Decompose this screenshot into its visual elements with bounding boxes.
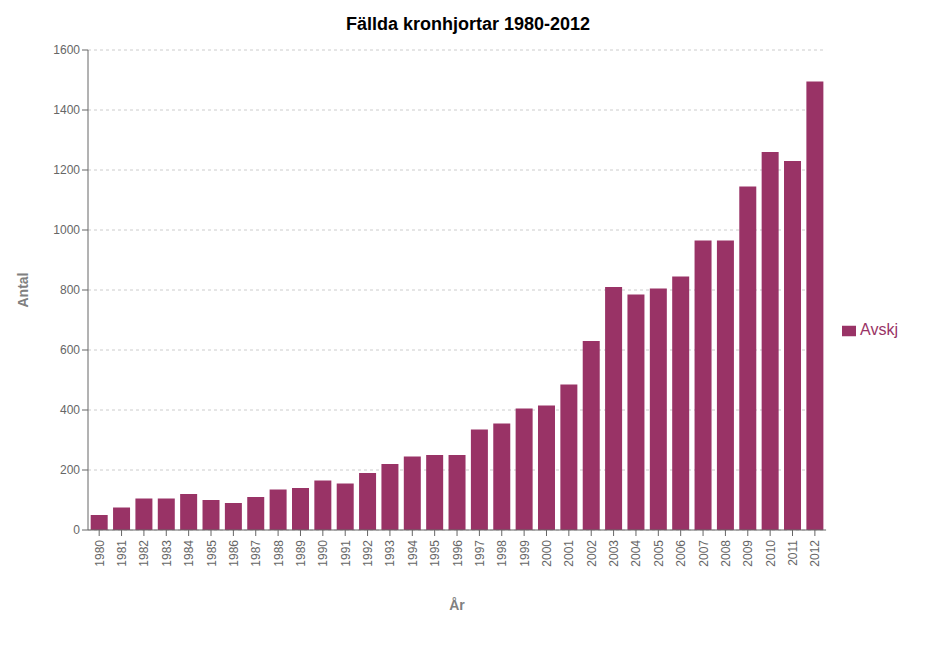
- svg-text:200: 200: [60, 463, 80, 477]
- svg-text:1989: 1989: [294, 540, 308, 567]
- svg-text:2004: 2004: [629, 540, 643, 567]
- svg-text:1000: 1000: [53, 223, 80, 237]
- svg-text:1990: 1990: [316, 540, 330, 567]
- svg-text:1994: 1994: [406, 540, 420, 567]
- html-text:Avskj: Avskj: [860, 321, 898, 338]
- svg-text:1987: 1987: [249, 540, 263, 567]
- svg-text:Antal: Antal: [15, 273, 31, 308]
- svg-text:2011: 2011: [786, 540, 800, 566]
- svg-text:1999: 1999: [518, 540, 532, 567]
- svg-text:1985: 1985: [205, 540, 219, 567]
- svg-text:1988: 1988: [272, 540, 286, 567]
- svg-text:0: 0: [73, 523, 80, 537]
- svg-text:2009: 2009: [741, 540, 755, 567]
- svg-text:1983: 1983: [160, 540, 174, 567]
- svg-text:2010: 2010: [764, 540, 778, 567]
- svg-text:År: År: [449, 597, 465, 613]
- svg-text:2008: 2008: [719, 540, 733, 567]
- svg-text:1600: 1600: [53, 43, 80, 57]
- svg-text:1200: 1200: [53, 163, 80, 177]
- svg-text:400: 400: [60, 403, 80, 417]
- svg-text:2001: 2001: [562, 540, 576, 567]
- svg-text:2000: 2000: [540, 540, 554, 567]
- svg-text:1995: 1995: [428, 540, 442, 567]
- svg-text:2003: 2003: [607, 540, 621, 567]
- svg-text:2006: 2006: [674, 540, 688, 567]
- svg-text:800: 800: [60, 283, 80, 297]
- svg-text:1997: 1997: [473, 540, 487, 567]
- html-text:Fällda kronhjortar 1980-2012: Fällda kronhjortar 1980-2012: [345, 14, 590, 34]
- svg-text:1998: 1998: [495, 540, 509, 567]
- svg-text:1984: 1984: [182, 540, 196, 567]
- svg-text:1992: 1992: [361, 540, 375, 567]
- svg-text:1986: 1986: [227, 540, 241, 567]
- svg-text:1993: 1993: [383, 540, 397, 567]
- svg-text:1980: 1980: [93, 540, 107, 567]
- svg-text:2007: 2007: [697, 540, 711, 567]
- svg-text:1400: 1400: [53, 103, 80, 117]
- svg-text:2012: 2012: [808, 540, 822, 567]
- svg-text:600: 600: [60, 343, 80, 357]
- svg-text:1996: 1996: [451, 540, 465, 567]
- svg-text:1981: 1981: [115, 540, 129, 567]
- svg-text:1991: 1991: [339, 540, 353, 567]
- svg-text:2002: 2002: [585, 540, 599, 567]
- svg-text:2005: 2005: [652, 540, 666, 567]
- svg-text:1982: 1982: [137, 540, 151, 567]
